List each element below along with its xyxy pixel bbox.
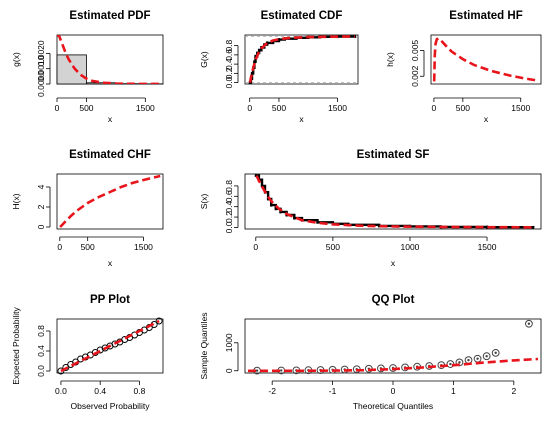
chf-y-tick-label: 0: [36, 224, 46, 229]
chf-x-tick-label: 0: [57, 242, 62, 252]
pp-y-label: Expected Probability: [11, 307, 21, 385]
chf-x-label: x: [108, 258, 113, 268]
cdf-fitted-curve: [250, 37, 355, 83]
pdf-histogram-bar: [86, 83, 115, 84]
hf-y-label: h(x): [385, 52, 395, 67]
cdf-x-tick-label: 500: [272, 103, 286, 113]
qq-title: QQ Plot: [372, 294, 415, 306]
qq-x-label: Theoretical Quantiles: [353, 401, 433, 411]
pdf-y-tick-label: 0.0020: [36, 40, 46, 66]
pdf-x-tick-label: 0: [55, 103, 60, 113]
hf-x-label: x: [484, 114, 489, 124]
qq-point-core: [256, 369, 258, 371]
pp-y-tick-label: 0.0: [36, 365, 46, 377]
pdf-y-label: g(x): [11, 52, 21, 67]
pp-title: PP Plot: [90, 294, 130, 306]
chf-x-tick-label: 1500: [134, 242, 153, 252]
qq-x-tick-label: -1: [329, 386, 337, 396]
hf-x-tick-label: 0: [432, 103, 437, 113]
pp-y-tick-label: 0.4: [36, 345, 46, 357]
qq-point-core: [449, 363, 451, 365]
pdf-histogram-bar: [57, 55, 86, 84]
qq-point-core: [494, 352, 496, 354]
pp-x-tick-label: 0.4: [94, 386, 106, 396]
sf-title: Estimated SF: [357, 149, 430, 161]
qq-y-tick-label: 1000: [224, 333, 234, 352]
cdf-y-tick-label: 0.8: [224, 39, 234, 51]
qq-x-tick-label: 2: [511, 386, 516, 396]
hf-title: Estimated HF: [449, 10, 523, 22]
sf-y-tick-label: 0.8: [224, 180, 234, 192]
sf-x-tick-label: 1500: [478, 242, 497, 252]
cdf-x-tick-label: 1500: [328, 103, 347, 113]
qq-point-core: [458, 361, 460, 363]
cdf-plot-frame: [245, 35, 358, 84]
qq-point-core: [280, 369, 282, 371]
chf-x-tick-label: 500: [81, 242, 95, 252]
pdf-x-tick-label: 1500: [136, 103, 155, 113]
qq-point-core: [485, 355, 487, 357]
sf-x-tick-label: 500: [326, 242, 340, 252]
chf-plot-frame: [57, 174, 163, 229]
cdf-x-tick-label: 0: [247, 103, 252, 113]
pdf-x-label: x: [108, 114, 113, 124]
chf-y-label: H(x): [11, 193, 21, 209]
qq-x-tick-label: 0: [391, 386, 396, 396]
pp-x-tick-label: 0.8: [134, 386, 146, 396]
pdf-x-tick-label: 500: [79, 103, 93, 113]
chf-y-tick-label: 2: [36, 204, 46, 209]
hf-plot-frame: [431, 35, 541, 84]
qq-point-core: [528, 323, 530, 325]
pp-x-label: Observed Probability: [71, 401, 151, 411]
sf-plot-frame: [245, 174, 541, 229]
hf-x-tick-label: 500: [456, 103, 470, 113]
qq-y-label: Sample Quantiles: [199, 312, 209, 379]
sf-x-tick-label: 1000: [400, 242, 419, 252]
qq-y-tick-label: 0: [224, 368, 234, 373]
qq-x-tick-label: 1: [451, 386, 456, 396]
qq-point-core: [467, 359, 469, 361]
hf-y-tick-label: 0.005: [410, 40, 420, 62]
pdf-title: Estimated PDF: [69, 10, 150, 22]
sf-fitted-curve: [257, 176, 534, 228]
chf-y-tick-label: 4: [36, 184, 46, 189]
chf-fitted-curve: [60, 176, 160, 227]
chf-title: Estimated CHF: [69, 149, 151, 161]
sf-x-label: x: [391, 258, 396, 268]
cdf-x-label: x: [299, 114, 304, 124]
pp-y-tick-label: 0.8: [36, 325, 46, 337]
qq-point-core: [476, 358, 478, 360]
hf-x-tick-label: 1500: [511, 103, 530, 113]
pp-x-tick-label: 0.0: [55, 386, 67, 396]
pp-reference-line: [61, 321, 159, 371]
sf-y-label: S(x): [199, 194, 209, 210]
hf-fitted-curve: [434, 38, 538, 81]
cdf-title: Estimated CDF: [261, 10, 343, 22]
sf-x-tick-label: 0: [253, 242, 258, 252]
cdf-y-label: G(x): [199, 51, 209, 68]
hf-y-tick-label: 0.002: [410, 65, 420, 87]
qq-x-tick-label: -2: [268, 386, 276, 396]
